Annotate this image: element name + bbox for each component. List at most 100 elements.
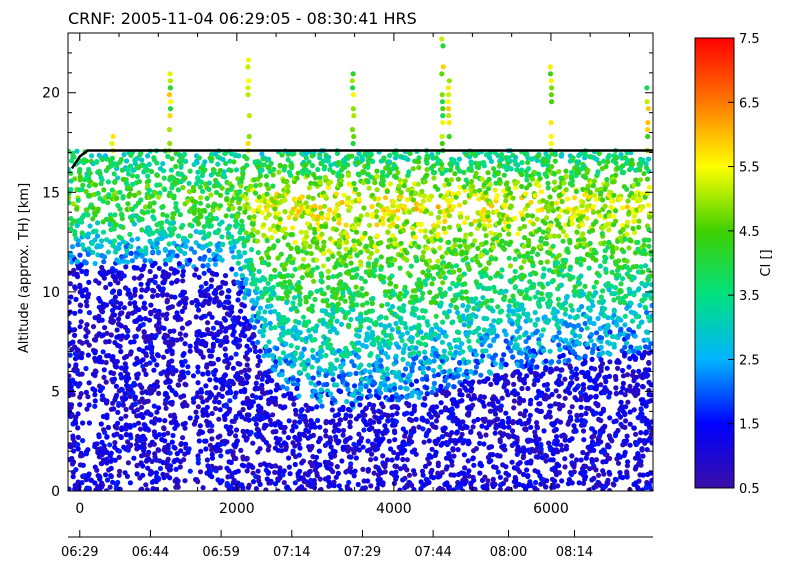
data-point [149, 470, 155, 476]
data-point [131, 275, 137, 281]
data-point [68, 270, 72, 276]
data-point [177, 464, 183, 470]
data-point [229, 234, 235, 240]
data-point [223, 334, 229, 341]
data-point [455, 190, 462, 196]
data-point [94, 233, 101, 239]
data-point [230, 449, 236, 455]
data-point [473, 313, 479, 320]
data-point [259, 376, 265, 382]
data-point [426, 438, 432, 444]
data-point [147, 203, 153, 210]
data-point [461, 238, 467, 244]
data-point [156, 432, 162, 438]
data-point [108, 450, 114, 456]
data-point [86, 279, 92, 285]
data-point [97, 354, 103, 360]
data-point [385, 354, 391, 360]
data-point [268, 480, 274, 486]
data-point [128, 186, 134, 192]
data-point [325, 275, 331, 281]
data-point [244, 162, 250, 168]
data-point [364, 212, 370, 218]
data-point [292, 266, 298, 272]
data-point [162, 418, 168, 424]
data-point [117, 189, 123, 195]
data-point [224, 439, 230, 445]
data-point [355, 354, 362, 360]
data-point [314, 240, 320, 246]
data-point [420, 254, 426, 260]
data-point [141, 263, 147, 269]
data-point [136, 190, 142, 196]
data-point [132, 286, 138, 292]
data-point [96, 168, 102, 174]
data-point [209, 410, 215, 417]
data-point [70, 154, 76, 160]
data-point [420, 198, 427, 204]
data-point [213, 395, 219, 401]
data-point [70, 339, 76, 345]
data-point [380, 453, 386, 459]
data-point [281, 468, 287, 474]
data-point [395, 405, 401, 411]
data-point [226, 361, 232, 367]
data-point [236, 153, 242, 159]
data-point [332, 365, 338, 372]
data-point [164, 297, 170, 303]
data-point [373, 320, 379, 326]
data-point [248, 429, 254, 435]
data-point [233, 413, 239, 419]
data-point [171, 220, 177, 226]
data-point [79, 242, 85, 248]
data-point [148, 412, 154, 418]
data-point [239, 218, 245, 224]
data-point [289, 151, 296, 157]
data-point [142, 316, 149, 322]
data-point [404, 457, 410, 463]
data-point [286, 289, 292, 295]
data-point [129, 258, 135, 264]
data-point [416, 322, 422, 328]
data-point [296, 369, 302, 375]
data-point [154, 409, 160, 415]
data-point [444, 314, 450, 320]
data-point [143, 371, 149, 377]
data-point [266, 212, 272, 218]
data-point [356, 196, 362, 202]
data-point [132, 192, 138, 198]
data-point [340, 406, 346, 412]
data-point [248, 317, 254, 323]
data-point [165, 153, 171, 160]
data-point [424, 208, 430, 214]
data-point [305, 428, 312, 435]
data-point [112, 294, 118, 300]
data-point [371, 409, 377, 415]
data-point [237, 189, 243, 195]
data-point [83, 271, 89, 277]
data-point [162, 186, 168, 193]
data-point [352, 186, 358, 192]
data-point [363, 344, 369, 350]
data-point [170, 341, 176, 347]
data-point [319, 348, 325, 354]
data-point [301, 487, 307, 491]
data-point [440, 270, 446, 276]
data-point [392, 257, 398, 263]
data-point [347, 204, 353, 210]
data-point [362, 230, 368, 236]
data-point [176, 261, 182, 267]
data-point [374, 257, 380, 263]
data-point [468, 231, 474, 237]
data-point [310, 375, 316, 381]
data-point [463, 289, 469, 295]
data-point [156, 320, 162, 326]
data-point [360, 169, 366, 175]
data-point [354, 272, 360, 278]
data-point [78, 219, 85, 225]
data-point [386, 322, 392, 328]
data-point [244, 362, 250, 368]
data-point [358, 262, 364, 268]
data-point [257, 182, 263, 188]
data-point [94, 159, 100, 165]
